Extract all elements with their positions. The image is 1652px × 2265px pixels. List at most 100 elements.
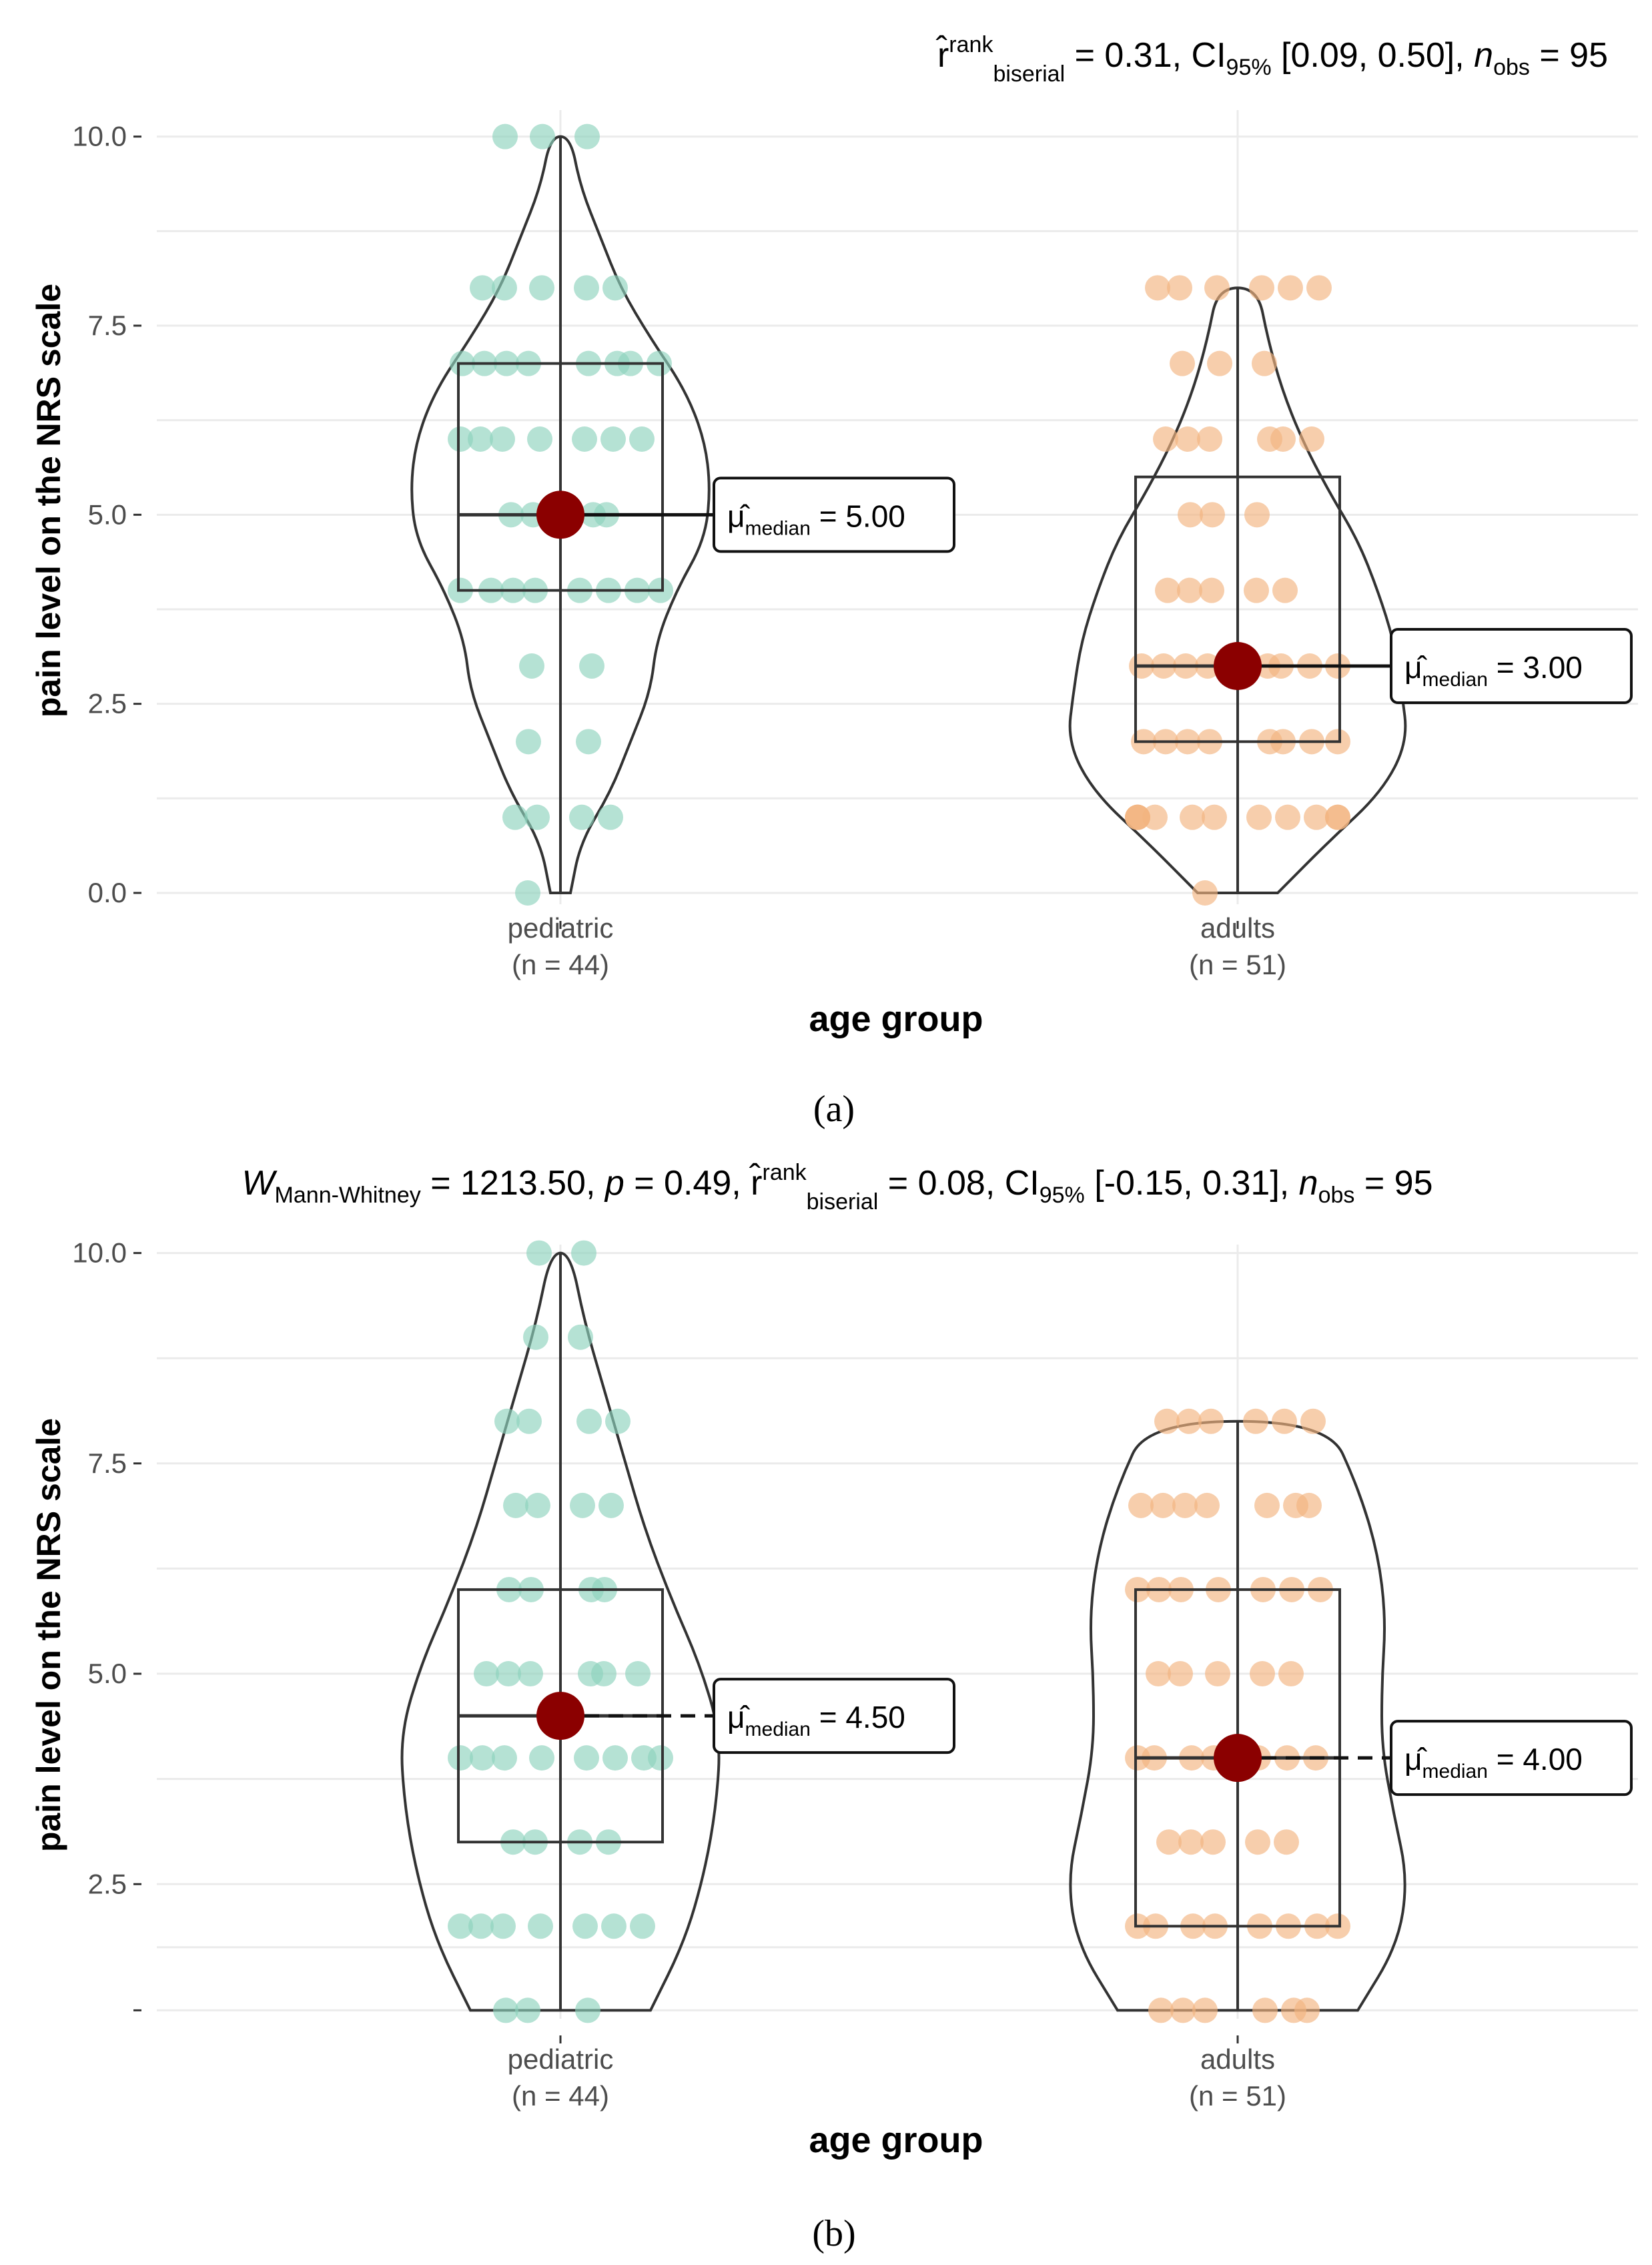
violin-pediatric (410, 135, 711, 894)
panel-b-caption: (b) (812, 2213, 855, 2254)
data-point (1294, 1997, 1320, 2023)
data-point (1154, 1408, 1180, 1434)
data-point (571, 1240, 596, 1266)
stat-sub: Mann-Whitney (275, 1183, 421, 1208)
stat-value: = 1213.50, (421, 1164, 605, 1203)
panel-a-y-axis-label: pain level on the NRS scale (30, 284, 67, 717)
y-tick-label: 2.5 (88, 1868, 127, 1899)
ci-sub: 95% (1040, 1183, 1085, 1208)
box-adults (1134, 475, 1341, 743)
panel-b-x-axis-label: age group (809, 2120, 983, 2160)
data-point (1306, 275, 1332, 301)
median-label-sub: median (1422, 1760, 1488, 1783)
median-label-value: = 4.50 (811, 1700, 905, 1734)
data-point (1325, 804, 1350, 830)
median-label-adults: μ̂median = 3.00 (1404, 650, 1583, 691)
data-point (1278, 275, 1303, 301)
data-point (600, 426, 626, 452)
data-point (1272, 1408, 1297, 1434)
data-point (529, 275, 554, 301)
box-pediatric (457, 362, 664, 592)
x-tick-n-adults: (n = 51) (1189, 2080, 1286, 2112)
data-point (470, 275, 495, 301)
n-value: = 95 (1354, 1164, 1432, 1203)
x-tick-n-adults: (n = 51) (1189, 949, 1286, 980)
median-label-pediatric: μ̂median = 5.00 (727, 499, 905, 539)
y-tick-label: 0.0 (88, 877, 127, 908)
data-point (492, 123, 518, 149)
data-point (1252, 1997, 1278, 2023)
data-point (1192, 1997, 1218, 2023)
y-tick-label: 7.5 (88, 310, 127, 341)
data-point (1200, 1829, 1226, 1855)
data-point (605, 1408, 631, 1434)
data-point (1202, 804, 1227, 830)
median-label-value: = 5.00 (811, 499, 905, 533)
ci-sub: 95% (1226, 55, 1272, 80)
data-point (1128, 1492, 1154, 1518)
median-label-sub: median (745, 517, 811, 539)
y-tick-label: 10.0 (72, 1237, 127, 1269)
panel-a-subtitle: r̂rankbiserial = 0.31, CI95% [0.09, 0.50… (935, 32, 1608, 87)
data-point (1170, 1997, 1196, 2023)
data-point (625, 1661, 651, 1687)
effect-hat: r̂ (935, 34, 949, 75)
data-point (1148, 1997, 1174, 2023)
data-point (572, 426, 597, 452)
data-point (1300, 1408, 1326, 1434)
data-point (494, 1408, 520, 1434)
data-point (1170, 350, 1195, 376)
panel-b-plot: 2.55.07.510.0μ̂median = 4.50pediatric(n … (72, 1237, 1638, 2112)
median-label-value: = 4.00 (1488, 1742, 1583, 1776)
data-point (569, 804, 594, 830)
data-point (1278, 1661, 1304, 1687)
panel-b-subtitle: WMann-Whitney = 1213.50, p = 0.49, r̂ran… (242, 1160, 1432, 1215)
x-tick-label-pediatric: pediatric (508, 2043, 614, 2075)
n-value: = 95 (1530, 36, 1608, 75)
data-point (1178, 1829, 1204, 1855)
data-point (1249, 275, 1274, 301)
median-label-sub: median (1422, 669, 1488, 691)
median-label-box-adults (1390, 1720, 1633, 1797)
data-point (496, 1661, 521, 1687)
data-point (1250, 1661, 1275, 1687)
data-point (468, 426, 493, 452)
panel-a-caption: (a) (813, 1088, 855, 1130)
effect-sup: rank (949, 32, 993, 57)
data-point (1155, 577, 1180, 603)
panel-a: r̂rankbiserial = 0.31, CI95% [0.09, 0.50… (30, 32, 1638, 1130)
data-point (579, 653, 604, 679)
data-point (502, 804, 528, 830)
median-point-adults (1214, 642, 1262, 690)
data-point (576, 729, 601, 755)
effect-value: = 0.31, CI (1065, 36, 1226, 75)
data-point (1192, 880, 1218, 906)
data-point (575, 1997, 600, 2023)
data-point (523, 1324, 548, 1350)
x-tick-label-adults: adults (1200, 912, 1275, 944)
y-tick-label: 2.5 (88, 688, 127, 719)
data-point (591, 1661, 616, 1687)
n-symbol: n (1474, 36, 1493, 75)
data-point (448, 426, 473, 452)
data-point (516, 1408, 542, 1434)
panel-a-plot: 0.0 2.5 5.0 7.5 10.0 μ̂median = 5.00 pediatric… (72, 110, 1638, 980)
data-point (470, 1745, 495, 1771)
data-point (529, 1745, 554, 1771)
violin-pediatric (400, 1251, 721, 2012)
y-tick-label: 7.5 (88, 1447, 127, 1479)
data-point (468, 1913, 494, 1939)
median-label-box-pediatric (713, 476, 955, 553)
data-point (1245, 1829, 1270, 1855)
median-label-adults: μ̂median = 4.00 (1404, 1742, 1583, 1783)
data-point (1205, 1661, 1230, 1687)
y-tick-label: 5.0 (88, 1658, 127, 1689)
y-tick-label: 10.0 (72, 121, 127, 152)
data-point (503, 1492, 528, 1518)
data-point (1168, 1661, 1193, 1687)
data-point (1299, 426, 1324, 452)
data-point (1244, 577, 1269, 603)
n-sub: obs (1493, 55, 1530, 80)
data-point (630, 1913, 655, 1939)
median-point-adults (1214, 1734, 1262, 1783)
